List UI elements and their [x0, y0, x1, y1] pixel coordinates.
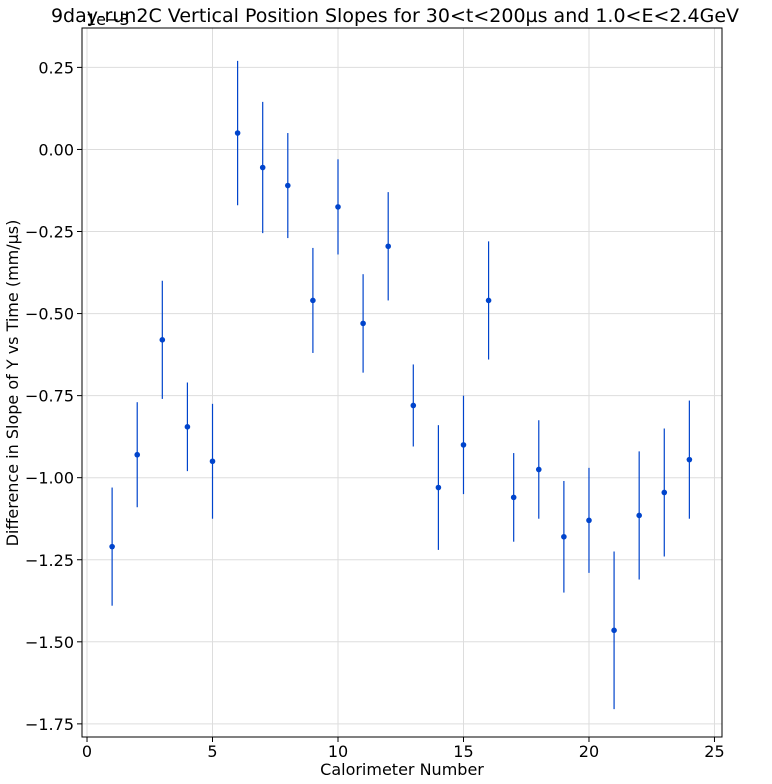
y-tick-label: 0.25: [38, 58, 74, 77]
y-tick-label: −1.50: [25, 633, 74, 652]
data-point: [485, 297, 492, 304]
x-tick-label: 15: [453, 742, 473, 761]
data-point: [285, 182, 291, 189]
x-tick-label: 5: [207, 742, 217, 761]
data-point: [335, 204, 341, 210]
y-axis-ticks: 0.25 0.00 −0.25 −0.50 −0.75 −1.00 −1.25 −1.50 −1…: [25, 58, 82, 734]
data-point: [661, 489, 668, 496]
y-offset-label: 1e−3: [86, 10, 130, 29]
x-tick-label: 25: [704, 742, 724, 761]
y-tick-label: −1.00: [25, 469, 74, 488]
data-point: [611, 627, 617, 634]
y-tick-label: 0.00: [38, 140, 74, 159]
data-point: [535, 466, 542, 473]
data-point: [586, 517, 592, 524]
data-point: [410, 402, 417, 409]
plot-frame: [81, 27, 723, 738]
data-point: [510, 494, 517, 501]
data-point: [310, 297, 316, 304]
data-point: [209, 458, 216, 465]
grid: [82, 28, 722, 737]
data-point: [259, 164, 266, 171]
data-point: [435, 484, 442, 491]
x-tick-label: 20: [579, 742, 599, 761]
data-points: [109, 130, 693, 634]
y-tick-label: −0.50: [25, 305, 74, 324]
y-tick-label: −1.75: [25, 715, 74, 734]
data-point: [360, 320, 366, 327]
chart-title: 9day-run2C Vertical Position Slopes for …: [51, 5, 739, 27]
data-point: [636, 512, 642, 519]
y-tick-label: −1.25: [25, 551, 74, 570]
data-point: [134, 451, 141, 458]
data-point: [234, 130, 241, 136]
x-axis-label: Calorimeter Number: [320, 760, 484, 779]
data-point: [184, 424, 191, 430]
y-tick-label: −0.25: [25, 223, 74, 242]
y-axis-label: Difference in Slope of Y vs Time (mm/µs): [3, 220, 22, 547]
x-tick-label: 0: [82, 742, 92, 761]
data-point: [385, 243, 391, 250]
x-axis-ticks: 0 5 10 15 20 25: [82, 737, 725, 761]
data-point: [109, 543, 115, 550]
y-tick-label: −0.75: [25, 387, 74, 406]
data-point: [561, 533, 567, 540]
data-point: [686, 456, 693, 463]
data-point: [159, 337, 166, 343]
x-tick-label: 10: [328, 742, 348, 761]
data-point: [460, 442, 467, 448]
